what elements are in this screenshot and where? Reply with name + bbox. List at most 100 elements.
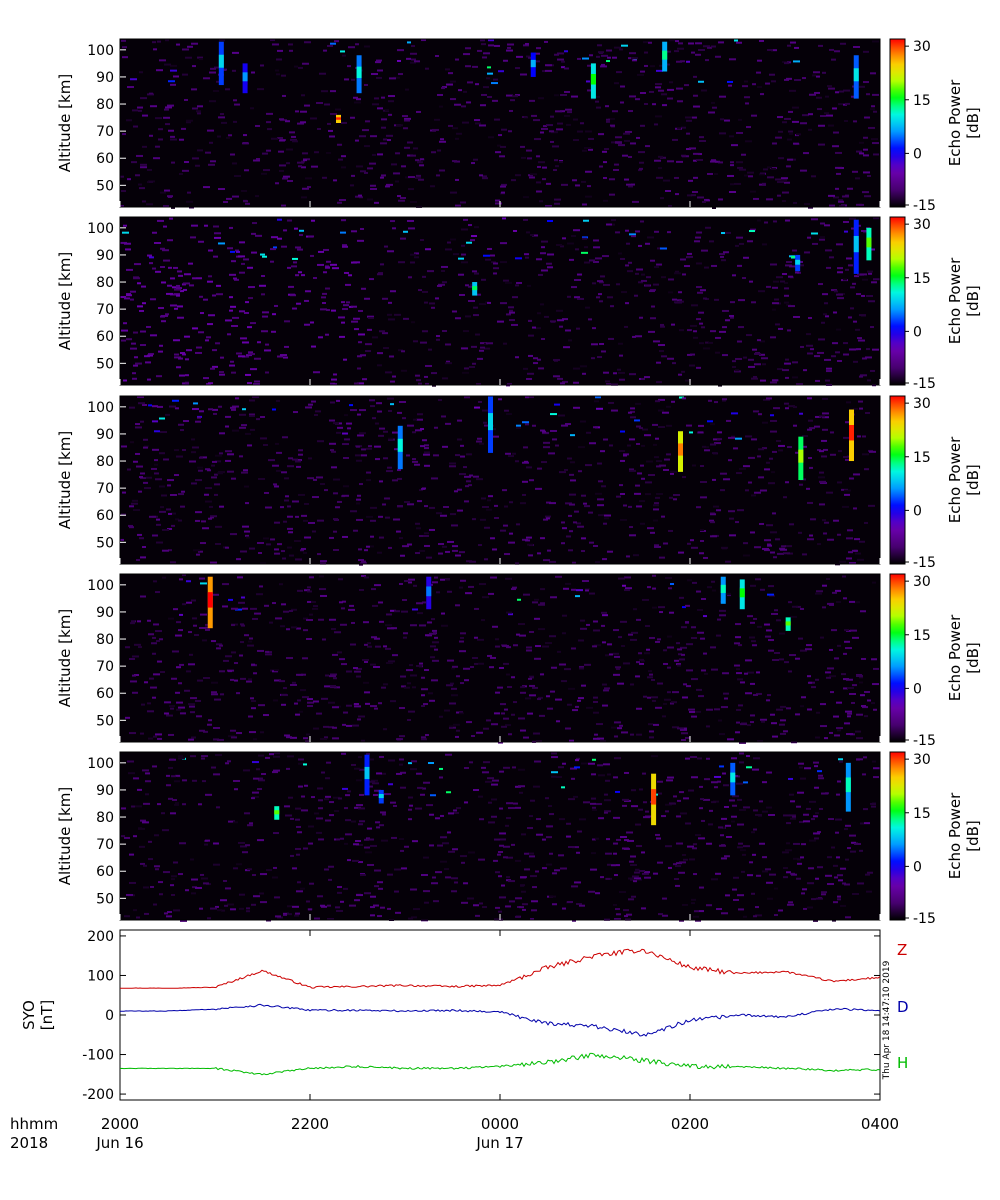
heatmap-cell	[870, 802, 876, 805]
heatmap-cell	[232, 405, 239, 408]
heatmap-cell	[191, 438, 195, 441]
heatmap-cell	[207, 723, 212, 726]
heatmap-cell	[705, 59, 709, 62]
heatmap-cell	[604, 514, 611, 517]
heatmap-cell	[446, 791, 451, 794]
heatmap-cell	[266, 869, 272, 872]
heatmap-cell	[856, 758, 863, 761]
heatmap-cell	[137, 282, 141, 285]
heatmap-cell	[818, 143, 825, 146]
heatmap-cell	[698, 49, 705, 52]
heatmap-cell	[382, 297, 388, 300]
heatmap-cell	[143, 446, 148, 449]
heatmap-cell	[624, 576, 631, 579]
heatmap-cell	[486, 508, 492, 511]
heatmap-cell	[792, 376, 798, 379]
heatmap-cell	[870, 72, 876, 75]
heatmap-cell	[307, 705, 313, 708]
heatmap-cell	[215, 342, 220, 345]
heatmap-cell	[132, 499, 138, 502]
heatmap-cell	[770, 414, 774, 417]
heatmap-cell	[613, 168, 619, 171]
heatmap-cell	[356, 667, 362, 670]
heatmap-cell	[208, 275, 212, 278]
heatmap-cell	[774, 651, 780, 654]
heatmap-cell	[809, 839, 816, 842]
heatmap-cell	[581, 180, 586, 183]
heatmap-cell	[463, 53, 470, 56]
heatmap-cell	[643, 801, 647, 804]
heatmap-cell	[676, 815, 681, 818]
heatmap-cell	[731, 815, 737, 818]
heatmap-cell	[236, 558, 241, 561]
heatmap-cell	[545, 69, 552, 72]
heatmap-cell	[371, 588, 376, 591]
heatmap-cell	[615, 908, 620, 911]
heatmap-cell	[604, 793, 608, 796]
heatmap-cell	[747, 171, 754, 174]
heatmap-cell	[478, 795, 483, 798]
heatmap-cell	[136, 916, 140, 919]
heatmap-cell	[706, 757, 710, 760]
heatmap-cell	[486, 342, 493, 345]
heatmap-cell	[242, 408, 246, 411]
heatmap-cell	[250, 322, 256, 325]
heatmap-cell	[360, 170, 366, 173]
heatmap-cell	[747, 671, 754, 674]
heatmap-cell	[561, 66, 565, 69]
heatmap-cell	[207, 280, 213, 283]
heatmap-cell	[815, 877, 819, 880]
heatmap-cell	[873, 776, 879, 779]
heatmap-cell	[445, 876, 451, 879]
heatmap-cell	[771, 49, 777, 52]
heatmap-cell	[593, 239, 599, 242]
heatmap-cell	[321, 905, 327, 908]
heatmap-cell	[178, 682, 182, 685]
heatmap-cell	[285, 120, 290, 123]
heatmap-cell	[325, 333, 329, 336]
heatmap-cell	[464, 500, 469, 503]
heatmap-cell	[750, 714, 755, 717]
heatmap-cell	[578, 470, 582, 473]
heatmap-cell	[807, 236, 811, 239]
heatmap-cell	[462, 371, 469, 374]
heatmap-cell	[298, 493, 305, 496]
heatmap-cell	[398, 261, 405, 264]
heatmap-cell	[437, 149, 441, 152]
heatmap-cell	[456, 675, 460, 678]
heatmap-cell	[292, 867, 297, 870]
heatmap-cell	[807, 882, 814, 885]
heatmap-cell	[227, 903, 234, 906]
heatmap-cell	[688, 42, 694, 45]
heatmap-cell	[687, 252, 692, 255]
heatmap-cell	[786, 260, 792, 263]
heatmap-cell	[666, 779, 673, 782]
heatmap-cell	[586, 623, 590, 626]
heatmap-cell	[759, 522, 764, 525]
heatmap-cell	[131, 161, 137, 164]
heatmap-cell	[152, 636, 156, 639]
heatmap-cell	[304, 502, 309, 505]
heatmap-cell	[184, 335, 190, 338]
heatmap-cell	[380, 906, 385, 909]
heatmap-cell	[374, 707, 378, 710]
heatmap-cell	[313, 700, 319, 703]
heatmap-cell	[649, 90, 654, 93]
heatmap-cell	[501, 884, 505, 887]
echo-band-core	[472, 286, 478, 291]
heatmap-cell	[630, 410, 635, 413]
heatmap-cell	[477, 357, 483, 360]
heatmap-cell	[239, 310, 245, 313]
heatmap-cell	[246, 680, 252, 683]
heatmap-cell	[495, 691, 500, 694]
heatmap-cell	[278, 150, 284, 153]
heatmap-cell	[296, 459, 302, 462]
heatmap-cell	[295, 515, 299, 518]
heatmap-cell	[668, 291, 673, 294]
heatmap-cell	[862, 435, 866, 438]
heatmap-cell	[529, 684, 535, 687]
heatmap-cell	[626, 555, 630, 558]
heatmap-cell	[269, 753, 274, 756]
heatmap-cell	[606, 60, 610, 63]
heatmap-cell	[395, 152, 400, 155]
